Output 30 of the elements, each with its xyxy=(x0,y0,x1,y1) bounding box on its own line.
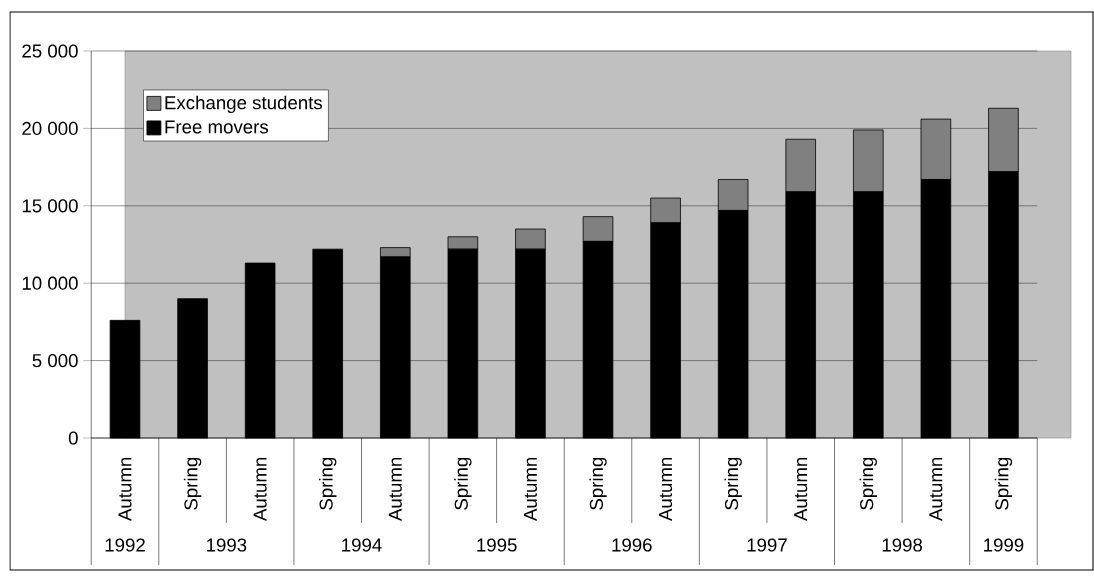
x-tick-label: Spring xyxy=(319,457,337,510)
legend-label: Free movers xyxy=(165,120,269,134)
legend-label: Exchange students xyxy=(165,95,323,114)
x-tick-label: Spring xyxy=(994,457,1013,510)
x-tick-label: Spring xyxy=(859,457,877,510)
x-tick-label: Autumn xyxy=(794,457,808,521)
text: 1998 xyxy=(882,538,923,552)
x-tick-label: Spring xyxy=(454,457,472,510)
y-tick-label: 25 000 xyxy=(22,44,78,58)
x-tick-label: Spring xyxy=(724,457,742,510)
y-tick-label: 10 000 xyxy=(22,276,78,290)
text: 1994 xyxy=(342,538,382,552)
text: 1992 xyxy=(105,538,145,552)
y-tick-label: 0 xyxy=(68,431,78,445)
text: 1999 xyxy=(984,538,1024,552)
x-tick-label: Autumn xyxy=(253,457,267,521)
y-tick-label: 5 000 xyxy=(32,353,78,368)
text: 1996 xyxy=(612,538,652,552)
x-tick-label: Spring xyxy=(589,457,607,510)
y-tick-label: 15 000 xyxy=(22,199,78,213)
x-tick-label: Autumn xyxy=(929,457,943,521)
y-tick-label: 20 000 xyxy=(22,121,78,136)
text: 1995 xyxy=(477,538,517,552)
x-tick-label: Autumn xyxy=(118,457,132,521)
text: 1993 xyxy=(207,538,247,552)
text: 1997 xyxy=(747,538,787,552)
x-tick-label: Spring xyxy=(183,457,202,510)
x-tick-label: Autumn xyxy=(523,457,537,521)
x-tick-label: Autumn xyxy=(388,457,402,521)
x-tick-label: Autumn xyxy=(659,457,673,521)
